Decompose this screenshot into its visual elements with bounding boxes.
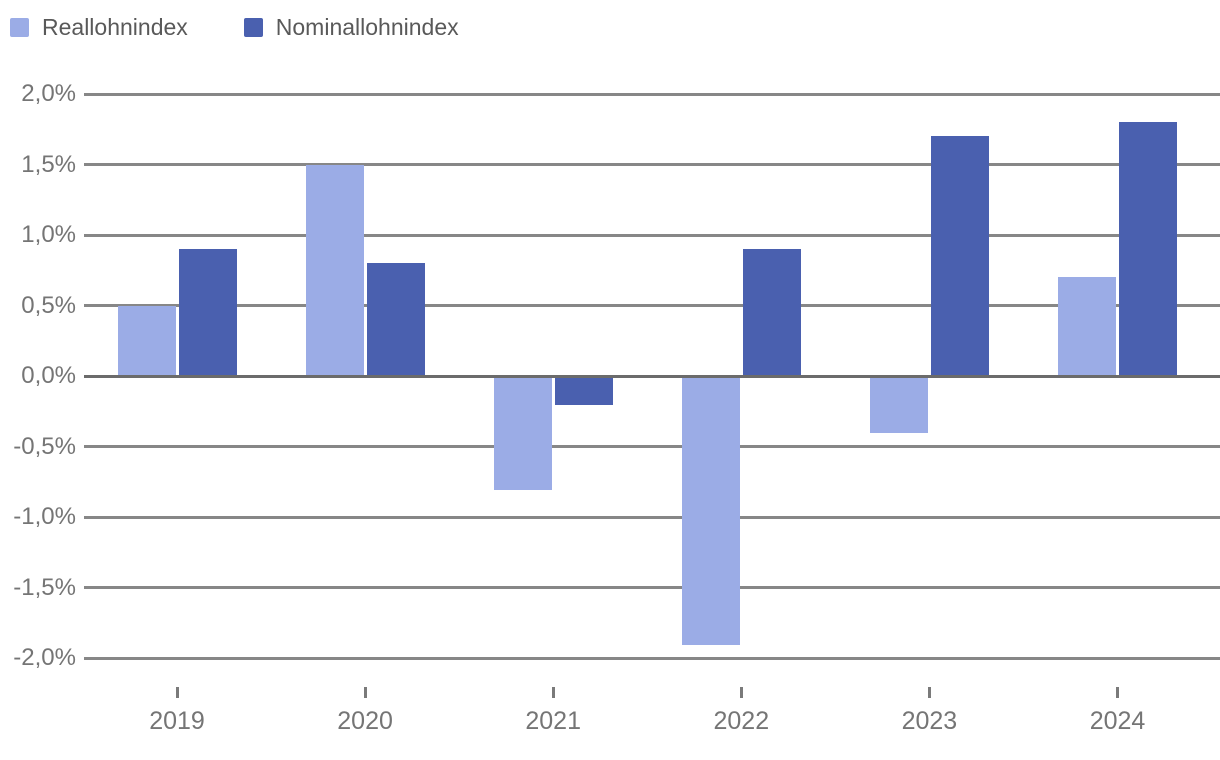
x-axis-tick-2024: [1116, 687, 1119, 698]
bar-nominallohnindex-2022: [742, 249, 801, 376]
chart-legend: Reallohnindex Nominallohnindex: [10, 14, 459, 41]
y-axis-label: 0,0%: [21, 362, 76, 389]
gridline--1,0%: [84, 515, 1220, 519]
legend-label-nominallohnindex: Nominallohnindex: [275, 14, 459, 40]
bar-reallohnindex-2022: [681, 377, 740, 645]
legend-label-reallohnindex: Reallohnindex: [42, 14, 188, 40]
bar-reallohnindex-2024: [1058, 277, 1116, 376]
gridline-1,0%: [84, 233, 1220, 237]
gridline-2,0%: [84, 92, 1220, 96]
bar-nominallohnindex-2020: [366, 263, 425, 376]
x-axis-label-2021: 2021: [525, 707, 581, 735]
bar-nominallohnindex-2021: [554, 377, 613, 406]
y-axis-label: -1,0%: [13, 503, 76, 530]
bar-reallohnindex-2020: [305, 164, 364, 376]
gridline-0,5%: [84, 304, 1220, 307]
x-axis-tick-2022: [739, 687, 743, 698]
y-axis-label: -1,5%: [13, 573, 76, 601]
x-axis-tick-2023: [927, 687, 931, 698]
y-axis-label: -0,5%: [13, 432, 76, 460]
legend-item-reallohnindex: Reallohnindex: [10, 14, 188, 41]
y-axis-label: 1,0%: [21, 221, 76, 248]
bar-nominallohnindex-2024: [1119, 122, 1177, 376]
gridline-1,5%: [84, 163, 1220, 166]
bar-nominallohnindex-2023: [930, 136, 989, 376]
gridline--1,5%: [84, 586, 1220, 589]
x-axis-label-2023: 2023: [901, 707, 958, 735]
bar-reallohnindex-2019: [117, 305, 176, 376]
reallohnindex-color-swatch: [10, 18, 29, 37]
x-axis-label-2019: 2019: [149, 707, 205, 735]
y-axis-label: 1,5%: [21, 150, 76, 178]
x-axis-label-2020: 2020: [337, 707, 393, 735]
zero-baseline: [84, 374, 1220, 378]
x-axis-tick-2020: [363, 687, 367, 698]
gridline--0,5%: [84, 445, 1220, 448]
legend-item-nominallohnindex: Nominallohnindex: [243, 14, 459, 41]
bar-reallohnindex-2021: [493, 377, 552, 490]
y-axis-label: 2,0%: [21, 80, 76, 107]
x-axis-tick-2021: [551, 687, 555, 698]
gridline--2,0%: [84, 656, 1220, 660]
y-axis-label: 0,5%: [21, 291, 76, 319]
y-axis-label: -2,0%: [13, 644, 76, 671]
x-axis-label-2022: 2022: [713, 707, 770, 735]
x-axis-tick-2019: [175, 687, 179, 698]
bar-reallohnindex-2023: [869, 377, 928, 434]
x-axis-label-2024: 2024: [1089, 707, 1146, 735]
nominallohnindex-color-swatch: [243, 18, 263, 37]
bar-nominallohnindex-2019: [178, 249, 237, 376]
